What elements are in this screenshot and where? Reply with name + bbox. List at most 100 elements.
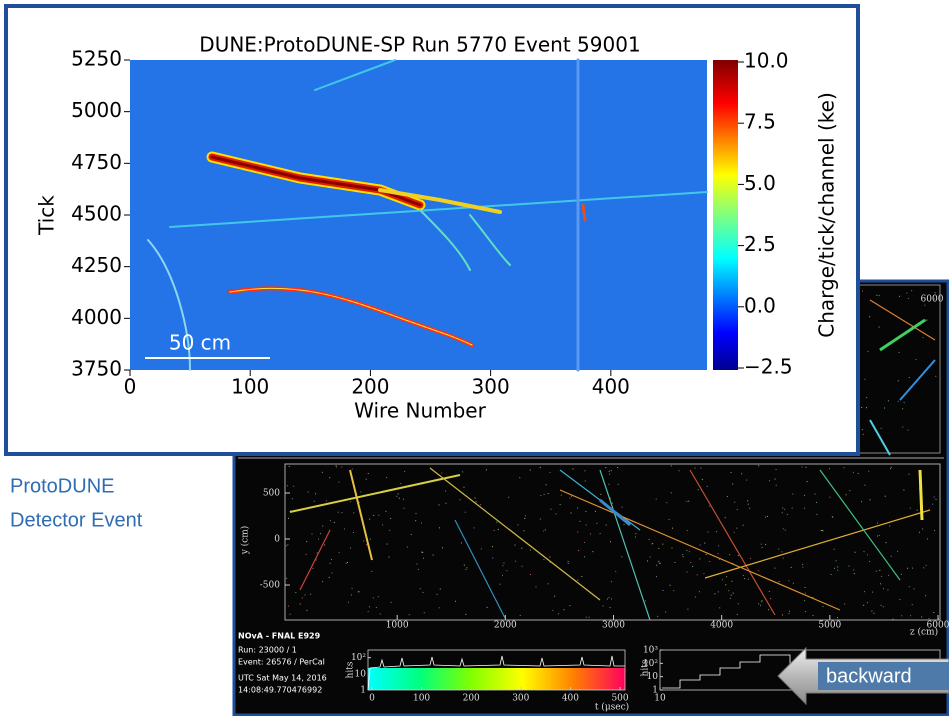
noise-dot <box>517 524 519 526</box>
noise-dot <box>915 359 917 361</box>
noise-dot <box>877 535 879 537</box>
noise-dot <box>869 560 871 562</box>
button-label[interactable]: backward <box>826 665 912 687</box>
noise-dot <box>609 607 611 609</box>
noise-dot <box>351 587 353 589</box>
noise-dot <box>439 527 441 529</box>
noise-dot <box>610 581 612 583</box>
noise-dot <box>521 547 523 549</box>
noise-dot <box>415 513 417 515</box>
x-tick-label: 3000 <box>602 621 625 631</box>
noise-dot <box>535 586 537 588</box>
noise-dot <box>363 540 365 542</box>
noise-dot <box>744 577 746 579</box>
x-tick-label: 200 <box>463 694 480 704</box>
noise-dot <box>422 551 424 553</box>
noise-dot <box>861 406 863 408</box>
noise-dot <box>375 606 377 608</box>
noise-dot <box>569 605 571 607</box>
noise-dot <box>293 485 295 487</box>
noise-dot <box>844 603 846 605</box>
x-tick-label: 4000 <box>710 621 733 631</box>
noise-dot <box>567 560 569 562</box>
noise-dot <box>368 606 370 608</box>
noise-dot <box>313 500 315 502</box>
noise-dot <box>581 576 583 578</box>
time-hist-y-label: hits <box>346 661 356 678</box>
noise-dot <box>933 611 935 613</box>
noise-dot <box>378 514 380 516</box>
noise-dot <box>502 565 504 567</box>
button-face[interactable] <box>818 662 949 690</box>
noise-dot <box>552 609 554 611</box>
noise-dot <box>560 494 562 496</box>
noise-dot <box>698 591 700 593</box>
x-tick-label: 100 <box>413 694 430 704</box>
noise-dot <box>932 503 934 505</box>
noise-dot <box>863 591 865 593</box>
noise-dot <box>322 581 324 583</box>
noise-dot <box>887 400 889 402</box>
noise-dot <box>479 504 481 506</box>
noise-dot <box>382 524 384 526</box>
noise-dot <box>299 603 301 605</box>
noise-dot <box>697 489 699 491</box>
noise-dot <box>911 604 913 606</box>
noise-dot <box>924 304 926 306</box>
x-tick-label: 500 <box>611 694 628 704</box>
noise-dot <box>806 481 808 483</box>
noise-dot <box>519 477 521 479</box>
noise-dot <box>686 500 688 502</box>
noise-dot <box>621 506 623 508</box>
noise-dot <box>910 615 912 617</box>
noise-dot <box>876 522 878 524</box>
noise-dot <box>329 562 331 564</box>
noise-dot <box>466 567 468 569</box>
y-axis-label: y (cm) <box>240 526 251 556</box>
noise-dot <box>346 561 348 563</box>
noise-dot <box>322 525 324 527</box>
noise-dot <box>621 556 623 558</box>
noise-dot <box>610 470 612 472</box>
noise-dot <box>791 507 793 509</box>
noise-dot <box>286 577 288 579</box>
noise-dot <box>445 502 447 504</box>
x-tick-label: 200 <box>351 375 389 399</box>
noise-dot <box>792 582 794 584</box>
noise-dot <box>701 479 703 481</box>
noise-dot <box>790 566 792 568</box>
noise-dot <box>718 558 720 560</box>
y-tick-label: 10² <box>643 659 658 669</box>
noise-dot <box>353 512 355 514</box>
noise-dot <box>729 554 731 556</box>
noise-dot <box>670 465 672 467</box>
noise-dot <box>903 489 905 491</box>
noise-dot <box>889 525 891 527</box>
noise-dot <box>901 615 903 617</box>
noise-dot <box>890 468 892 470</box>
noise-dot <box>305 553 307 555</box>
noise-dot <box>804 494 806 496</box>
noise-dot <box>333 521 335 523</box>
noise-dot <box>584 556 586 558</box>
noise-dot <box>465 569 467 571</box>
noise-dot <box>343 528 345 530</box>
noise-dot <box>545 484 547 486</box>
noise-dot <box>320 533 322 535</box>
noise-dot <box>615 571 617 573</box>
noise-dot <box>372 597 374 599</box>
noise-dot <box>734 501 736 503</box>
info-date: UTC Sat May 14, 2016 <box>238 674 327 683</box>
info-time: 14:08:49.770476992 <box>238 686 322 695</box>
x-tick-label: 0 <box>124 375 137 399</box>
noise-dot <box>454 600 456 602</box>
noise-dot <box>854 551 856 553</box>
noise-dot <box>815 501 817 503</box>
colorbar-tick-label: −2.5 <box>744 355 793 379</box>
colorbar-tick-label: 5.0 <box>744 171 776 195</box>
noise-dot <box>655 576 657 578</box>
backward-button[interactable]: backward <box>777 646 949 706</box>
time-hist-outline <box>367 655 625 691</box>
noise-dot <box>718 545 720 547</box>
